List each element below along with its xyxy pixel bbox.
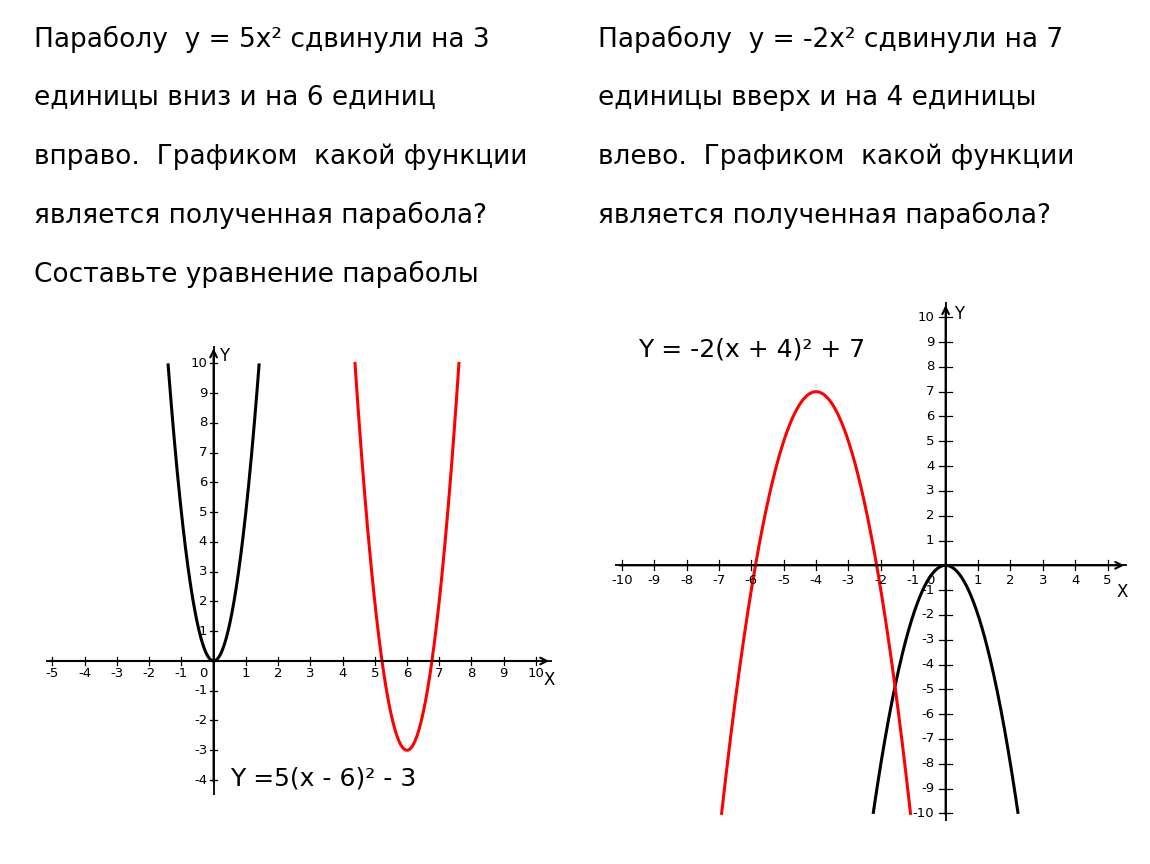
Text: -1: -1: [194, 684, 207, 697]
Text: 6: 6: [402, 667, 412, 680]
Text: 3: 3: [306, 667, 315, 680]
Text: 2: 2: [199, 595, 207, 608]
Text: 4: 4: [199, 536, 207, 549]
Text: 3: 3: [926, 485, 934, 498]
Text: 9: 9: [499, 667, 508, 680]
Text: 9: 9: [926, 335, 934, 348]
Text: -4: -4: [921, 658, 934, 671]
Text: -6: -6: [921, 708, 934, 721]
Text: 1: 1: [926, 534, 934, 547]
Text: единицы вниз и на 6 единиц: единицы вниз и на 6 единиц: [34, 85, 436, 111]
Text: -5: -5: [777, 574, 790, 587]
Text: -1: -1: [906, 574, 920, 587]
Text: Составьте уравнение параболы: Составьте уравнение параболы: [34, 261, 480, 289]
Text: 10: 10: [918, 311, 934, 324]
Text: -10: -10: [611, 574, 632, 587]
Text: 0: 0: [926, 574, 934, 587]
Text: -5: -5: [46, 667, 59, 680]
Text: единицы вверх и на 4 единицы: единицы вверх и на 4 единицы: [598, 85, 1036, 111]
Text: -3: -3: [921, 633, 934, 646]
Text: Y: Y: [220, 347, 230, 365]
Text: 9: 9: [199, 387, 207, 400]
Text: -4: -4: [194, 773, 207, 786]
Text: 0: 0: [199, 667, 207, 680]
Text: 7: 7: [435, 667, 444, 680]
Text: влево.  Графиком  какой функции: влево. Графиком какой функции: [598, 143, 1074, 170]
Text: 1: 1: [974, 574, 982, 587]
Text: 6: 6: [199, 476, 207, 489]
Text: -3: -3: [842, 574, 856, 587]
Text: -7: -7: [921, 733, 934, 746]
Text: 4: 4: [926, 460, 934, 473]
Text: является полученная парабола?: является полученная парабола?: [598, 202, 1051, 230]
Text: 1: 1: [242, 667, 250, 680]
Text: -4: -4: [810, 574, 822, 587]
Text: 3: 3: [1038, 574, 1046, 587]
Text: 7: 7: [926, 385, 934, 398]
Text: 4: 4: [338, 667, 346, 680]
Text: 5: 5: [199, 505, 207, 518]
Text: Параболу  у = -2х² сдвинули на 7: Параболу у = -2х² сдвинули на 7: [598, 26, 1063, 54]
Text: 3: 3: [199, 565, 207, 578]
Text: 8: 8: [199, 416, 207, 429]
Text: -2: -2: [874, 574, 888, 587]
Text: -2: -2: [921, 608, 934, 621]
Text: -3: -3: [194, 744, 207, 757]
Text: -7: -7: [712, 574, 726, 587]
Text: Y: Y: [953, 305, 964, 323]
Text: 7: 7: [199, 446, 207, 459]
Text: -9: -9: [647, 574, 661, 587]
Text: -8: -8: [921, 757, 934, 770]
Text: -4: -4: [78, 667, 91, 680]
Text: Параболу  у = 5х² сдвинули на 3: Параболу у = 5х² сдвинули на 3: [34, 26, 490, 54]
Text: 8: 8: [467, 667, 476, 680]
Text: 1: 1: [199, 625, 207, 638]
Text: является полученная парабола?: является полученная парабола?: [34, 202, 488, 230]
Text: X: X: [543, 671, 554, 689]
Text: 6: 6: [926, 410, 934, 423]
Text: вправо.  Графиком  какой функции: вправо. Графиком какой функции: [34, 143, 528, 170]
Text: 5: 5: [370, 667, 380, 680]
Text: 5: 5: [1103, 574, 1112, 587]
Text: 8: 8: [926, 360, 934, 373]
Text: 10: 10: [528, 667, 544, 680]
Text: 2: 2: [274, 667, 282, 680]
Text: 2: 2: [1006, 574, 1014, 587]
Text: 4: 4: [1071, 574, 1080, 587]
Text: -6: -6: [745, 574, 758, 587]
Text: -1: -1: [175, 667, 187, 680]
Text: -10: -10: [913, 807, 934, 820]
Text: -2: -2: [143, 667, 155, 680]
Text: X: X: [1117, 582, 1128, 600]
Text: 2: 2: [926, 509, 934, 522]
Text: 10: 10: [190, 357, 207, 370]
Text: -1: -1: [921, 583, 934, 597]
Text: -5: -5: [921, 683, 934, 696]
Text: -3: -3: [110, 667, 123, 680]
Text: Y =5(x - 6)² - 3: Y =5(x - 6)² - 3: [230, 766, 416, 791]
Text: Y = -2(x + 4)² + 7: Y = -2(x + 4)² + 7: [638, 337, 865, 361]
Text: 5: 5: [926, 435, 934, 448]
Text: -2: -2: [194, 714, 207, 727]
Text: -9: -9: [921, 782, 934, 795]
Text: -8: -8: [680, 574, 693, 587]
